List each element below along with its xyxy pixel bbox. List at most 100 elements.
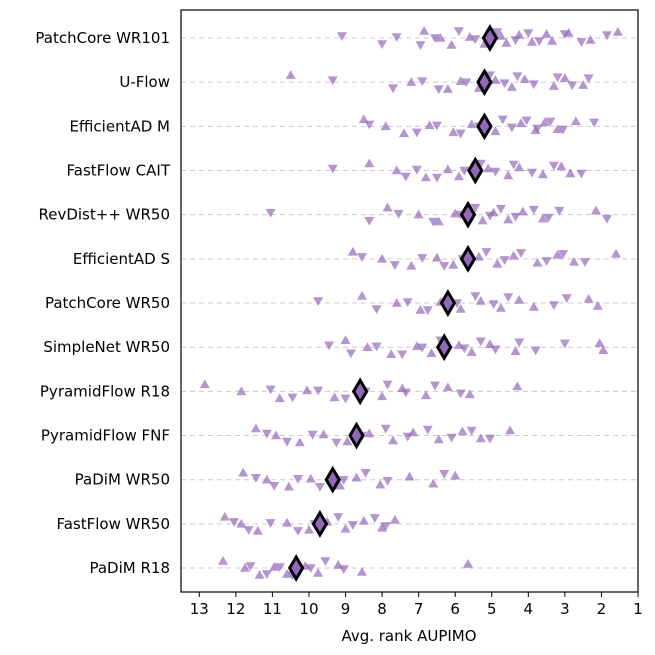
triangle-down-marker bbox=[389, 261, 400, 270]
triangle-down-marker bbox=[391, 33, 402, 42]
triangle-down-marker bbox=[274, 563, 285, 573]
triangle-up-marker bbox=[585, 35, 596, 44]
triangle-down-marker bbox=[364, 120, 375, 130]
triangle-down-marker bbox=[481, 248, 492, 257]
triangle-up-marker bbox=[541, 29, 552, 38]
triangle-down-marker bbox=[530, 346, 541, 356]
triangle-up-marker bbox=[450, 470, 461, 480]
triangle-up-marker bbox=[377, 253, 388, 263]
triangle-up-marker bbox=[356, 291, 367, 300]
triangle-down-marker bbox=[305, 564, 316, 574]
triangle-down-marker bbox=[324, 341, 335, 351]
triangle-up-marker bbox=[556, 161, 567, 171]
triangle-up-marker bbox=[426, 348, 437, 357]
triangle-down-marker bbox=[545, 117, 556, 127]
triangle-down-marker bbox=[558, 250, 569, 259]
triangle-down-marker bbox=[415, 41, 426, 50]
triangle-down-marker bbox=[400, 388, 411, 398]
x-tick-label: 9 bbox=[341, 600, 351, 618]
triangle-up-marker bbox=[483, 163, 494, 173]
triangle-up-marker bbox=[552, 249, 563, 259]
triangle-up-marker bbox=[388, 435, 399, 445]
y-tick-label: EfficientAD S bbox=[73, 250, 170, 268]
x-tick-label: 1 bbox=[633, 600, 643, 618]
average-rank-marker bbox=[348, 421, 365, 450]
x-tick-label: 5 bbox=[487, 600, 497, 618]
triangle-down-marker bbox=[265, 385, 276, 395]
x-tick-label: 3 bbox=[560, 600, 570, 618]
triangle-up-marker bbox=[236, 518, 247, 528]
triangle-down-marker bbox=[431, 173, 442, 183]
y-tick-label: PyramidFlow FNF bbox=[41, 427, 170, 445]
triangle-up-marker bbox=[537, 169, 548, 179]
triangle-up-marker bbox=[406, 77, 417, 86]
triangle-up-marker bbox=[375, 479, 386, 489]
triangle-down-marker bbox=[528, 205, 539, 215]
triangle-up-marker bbox=[519, 74, 530, 83]
triangle-up-marker bbox=[503, 214, 514, 224]
triangle-up-marker bbox=[358, 515, 369, 525]
triangle-up-marker bbox=[505, 425, 516, 435]
triangle-up-marker bbox=[464, 389, 475, 399]
triangle-up-marker bbox=[271, 430, 282, 440]
triangle-up-marker bbox=[239, 563, 250, 572]
triangle-down-marker bbox=[261, 570, 272, 580]
triangle-up-marker bbox=[294, 437, 305, 447]
triangle-up-marker bbox=[490, 126, 501, 136]
triangle-down-marker bbox=[347, 521, 358, 530]
average-rank-marker bbox=[435, 333, 453, 362]
triangle-up-marker bbox=[466, 347, 477, 356]
triangle-up-marker bbox=[433, 434, 444, 444]
triangle-down-marker bbox=[313, 297, 324, 307]
triangle-down-marker bbox=[490, 167, 501, 177]
triangle-down-marker bbox=[430, 381, 441, 391]
triangle-up-marker bbox=[455, 304, 466, 313]
triangle-down-marker bbox=[287, 393, 298, 403]
triangle-down-marker bbox=[397, 350, 408, 360]
x-tick-label: 10 bbox=[299, 600, 318, 618]
triangle-down-marker bbox=[356, 253, 367, 262]
triangle-up-marker bbox=[199, 379, 210, 389]
triangle-down-marker bbox=[526, 168, 537, 178]
y-tick-label: EfficientAD M bbox=[69, 117, 170, 135]
triangle-down-marker bbox=[245, 562, 256, 572]
triangle-down-marker bbox=[506, 123, 517, 133]
data-markers bbox=[199, 26, 623, 581]
triangle-down-marker bbox=[499, 79, 510, 89]
triangle-down-marker bbox=[455, 389, 466, 399]
triangle-up-marker bbox=[413, 209, 424, 219]
triangle-up-marker bbox=[351, 472, 362, 482]
triangle-down-marker bbox=[488, 300, 499, 310]
triangle-up-marker bbox=[356, 567, 367, 576]
triangle-down-marker bbox=[521, 116, 532, 126]
triangle-down-marker bbox=[484, 434, 495, 444]
triangle-down-marker bbox=[567, 81, 578, 91]
triangle-down-marker bbox=[558, 125, 569, 135]
triangle-down-marker bbox=[589, 118, 600, 128]
triangle-up-marker bbox=[406, 260, 417, 270]
triangle-up-marker bbox=[442, 84, 453, 93]
average-rank-marker bbox=[467, 156, 484, 185]
triangle-up-marker bbox=[305, 473, 316, 483]
triangle-down-marker bbox=[338, 565, 349, 575]
triangle-up-marker bbox=[532, 257, 543, 267]
triangle-up-marker bbox=[282, 517, 293, 527]
triangle-down-marker bbox=[360, 468, 371, 478]
triangle-down-marker bbox=[453, 27, 464, 36]
triangle-down-marker bbox=[446, 433, 457, 443]
average-rank-marker bbox=[287, 554, 305, 582]
triangle-up-marker bbox=[340, 335, 351, 344]
triangle-down-marker bbox=[534, 37, 545, 46]
triangle-up-marker bbox=[340, 523, 351, 533]
y-tick-label: PatchCore WR101 bbox=[35, 29, 170, 47]
triangle-up-marker bbox=[391, 298, 402, 307]
triangle-up-marker bbox=[448, 259, 459, 269]
triangle-up-marker bbox=[475, 296, 486, 305]
average-markers bbox=[287, 24, 499, 582]
x-axis-ticks: 13 12 11 10 9 8 7 6 5 4 3 2 1 bbox=[190, 592, 643, 618]
triangle-up-marker bbox=[448, 127, 459, 137]
triangle-down-marker bbox=[601, 214, 612, 224]
triangle-up-marker bbox=[442, 164, 453, 174]
triangle-down-marker bbox=[559, 339, 570, 349]
triangle-up-marker bbox=[514, 162, 525, 172]
